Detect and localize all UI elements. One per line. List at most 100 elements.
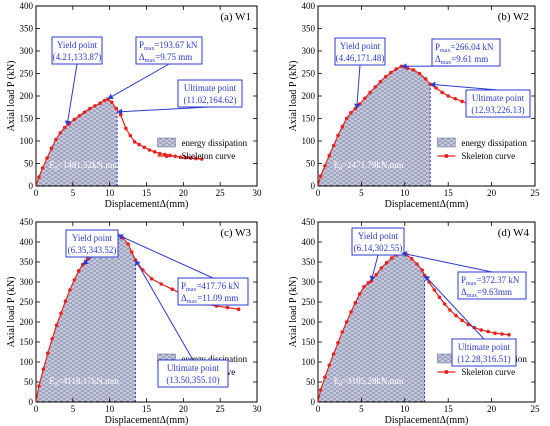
data-point [374,273,378,277]
data-point [137,142,141,147]
annotation-box [431,38,501,67]
y-tick-label: 150 [302,114,316,124]
annotation-arrow [117,234,124,240]
y-tick-label: 400 [302,1,316,11]
x-tick-label: 0 [34,188,39,198]
y-tick-label: 300 [302,46,316,56]
y-axis-label: Axial load P (kN) [288,60,299,131]
annotation-value: (12.93,226.13) [471,105,524,115]
legend-line-label: Skeleton curve [461,151,515,161]
data-point [54,137,58,142]
y-tick-label: 50 [24,159,34,169]
annotation-leader [66,63,78,126]
y-tick-label: 300 [20,277,34,287]
data-point [349,310,353,314]
data-point [369,279,374,283]
chart-panel-2: 0 5 10 15 20 25050100150200250300350400Displa… [288,1,540,210]
data-point [318,388,323,392]
y-axis-label: Axial load P (kN) [6,276,17,347]
x-tick-label: 10 [400,404,410,414]
data-point [344,116,349,121]
data-point [357,292,362,296]
y-tick-label: 350 [20,257,34,267]
x-tick-label: 5 [71,188,76,198]
y-tick-label: 150 [20,337,34,347]
annotation-title: Ultimate point [184,83,237,93]
annotation-leader [117,234,214,279]
annotation-box [65,229,119,258]
data-point [37,384,41,388]
data-point [45,156,49,160]
data-point [58,131,63,135]
data-point [157,151,162,156]
data-point [124,126,128,131]
data-point [479,328,483,332]
annotation-title: Yield point [340,41,381,51]
annotation-leader [107,63,170,100]
annotation-box [51,36,103,65]
data-point [420,268,424,272]
y-tick-label: 100 [20,357,34,367]
annotation-arrow [135,259,141,266]
data-point [170,287,175,292]
annotation-arrow [117,108,123,115]
x-tick-label: 25 [531,404,541,414]
data-point [384,261,389,265]
y-tick-label: 0 [311,181,316,191]
data-point [98,101,102,105]
x-tick-label: 20 [487,188,497,198]
data-point [379,266,384,270]
energy-area [36,234,136,402]
data-point [59,311,63,316]
annotation-box [157,359,229,388]
pmax-label: Pmax=266.04 kN [435,42,494,54]
y-tick-label: 200 [302,317,316,327]
data-point [432,288,437,292]
data-point [149,277,154,281]
data-point [405,66,410,70]
annotation-arrow [64,120,71,126]
annotation-leader [135,259,194,361]
annotation-box [334,37,386,66]
data-point [415,262,419,266]
energy-area [318,253,425,402]
x-tick-label: 0 [316,188,321,198]
data-point [340,330,345,334]
y-tick-label: 50 [306,159,316,169]
y-tick-label: 350 [302,257,316,267]
data-point [110,100,114,105]
data-point [63,299,68,304]
data-point [446,94,451,98]
y-tick-label: 400 [302,237,316,247]
data-point [460,99,464,104]
energy-value-label: Ed=4118.17kN.mm [49,376,119,388]
annotation-leader [401,252,493,273]
x-tick-label: 15 [444,188,454,198]
chart-panel-3: 0 5 10 15 20 25 30050100150200250300350400450D… [6,217,262,426]
data-point [336,133,340,138]
annotation-value: (4.46,171.48) [336,53,385,63]
x-tick-label: 10 [400,188,410,198]
data-point [62,125,67,130]
data-point [373,85,378,89]
annotation-box [135,36,203,65]
x-tick-label: 5 [359,404,364,414]
y-tick-label: 100 [302,357,316,367]
y-tick-label: 100 [302,136,316,146]
data-point [363,96,367,101]
x-tick-label: 15 [142,188,152,198]
data-point [142,145,147,150]
x-axis-label: DisplacementΔ(mm) [385,199,469,210]
y-tick-label: 200 [20,317,34,327]
panel-label: (d) W4 [498,227,530,239]
data-point [236,307,241,312]
y-tick-label: 0 [311,397,316,407]
data-point [54,323,59,328]
annotation-title: Ultimate point [458,342,511,352]
y-tick-label: 100 [20,136,34,146]
annotation-leader [117,106,211,113]
energy-area [318,66,431,186]
y-tick-label: 250 [20,297,34,307]
data-point [394,67,398,71]
annotation-value: (6.14,302.55) [354,243,403,253]
